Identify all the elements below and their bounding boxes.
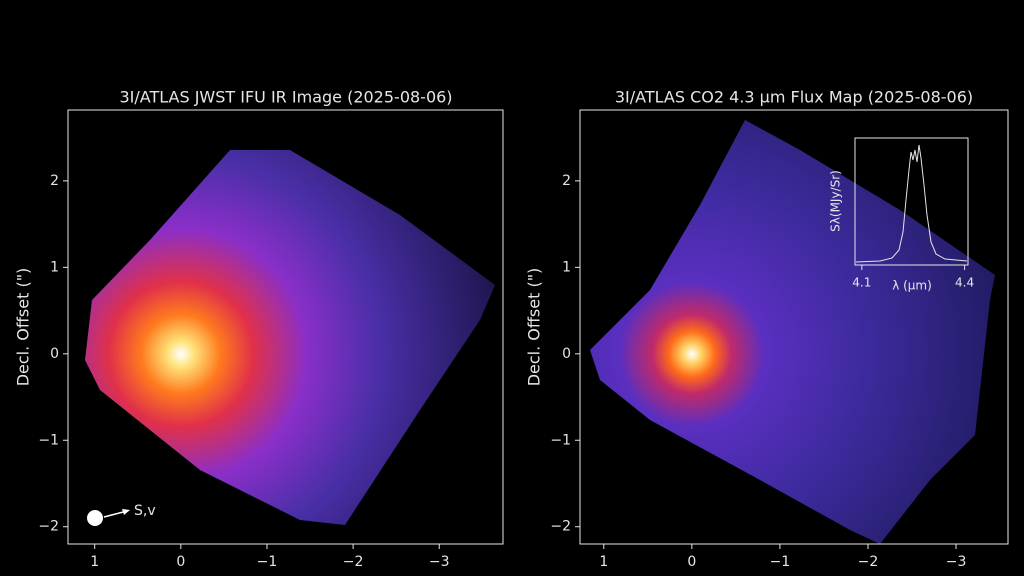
y-tick-label: −1 bbox=[38, 432, 59, 448]
inset-spectrum bbox=[855, 144, 968, 263]
y-tick-label: 2 bbox=[562, 173, 571, 189]
ir-image bbox=[85, 150, 495, 525]
y-tick-label: 0 bbox=[562, 346, 571, 362]
x-tick-label: −2 bbox=[343, 554, 364, 570]
inset-y-label: Sλ(MJy/Sr) bbox=[829, 170, 843, 232]
y-tick-label: 1 bbox=[562, 259, 571, 275]
panel-right bbox=[579, 109, 1009, 545]
chart-title: 3I/ATLAS JWST IFU IR Image (2025-08-06) bbox=[119, 88, 452, 107]
chart-title: 3I/ATLAS CO2 4.3 µm Flux Map (2025-08-06… bbox=[615, 88, 973, 107]
y-tick-label: −1 bbox=[550, 432, 571, 448]
x-tick-label: 0 bbox=[687, 554, 696, 570]
annotation: S,v bbox=[134, 503, 156, 519]
x-tick-label: 1 bbox=[599, 554, 608, 570]
x-tick-label: 4.1 bbox=[852, 276, 871, 290]
y-tick-label: −2 bbox=[550, 519, 571, 535]
x-tick-label: −1 bbox=[770, 554, 791, 570]
sun-marker bbox=[87, 510, 103, 526]
y-tick-label: 1 bbox=[50, 259, 59, 275]
y-tick-label: −2 bbox=[38, 519, 59, 535]
x-tick-label: −2 bbox=[858, 554, 879, 570]
panel-left: S,v bbox=[67, 109, 504, 545]
x-tick-label: 1 bbox=[90, 554, 99, 570]
inset-x-label: λ (µm) bbox=[892, 279, 932, 293]
y-tick-label: 0 bbox=[50, 346, 59, 362]
x-tick-label: −1 bbox=[257, 554, 278, 570]
y-axis-label: Decl. Offset (") bbox=[525, 268, 544, 387]
arrow-head bbox=[122, 509, 130, 515]
flux-map bbox=[590, 120, 995, 544]
axes-frame bbox=[579, 109, 1009, 545]
inset-frame bbox=[854, 137, 969, 266]
x-tick-label: −3 bbox=[429, 554, 450, 570]
axes-frame bbox=[67, 109, 504, 545]
x-tick-label: 4.4 bbox=[955, 276, 974, 290]
x-tick-label: −3 bbox=[946, 554, 967, 570]
x-tick-label: 0 bbox=[176, 554, 185, 570]
y-tick-label: 2 bbox=[50, 173, 59, 189]
y-axis-label: Decl. Offset (") bbox=[14, 268, 33, 387]
